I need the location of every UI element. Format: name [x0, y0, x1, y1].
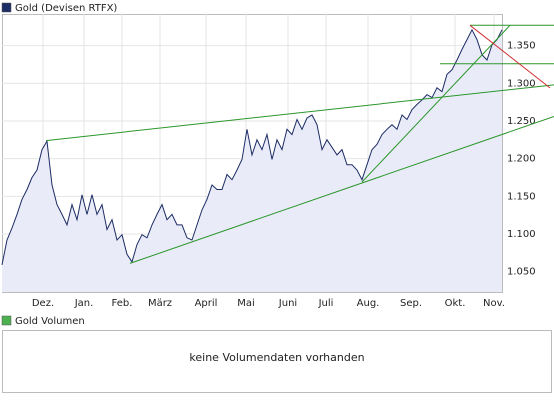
legend-swatch	[1, 2, 12, 13]
x-tick-label: Nov.	[483, 298, 505, 309]
x-tick-label: Mai	[237, 298, 255, 309]
y-tick-label: 1.350	[507, 41, 536, 52]
y-tick-label: 1.250	[507, 116, 536, 127]
x-tick-label: Juli	[318, 298, 334, 309]
y-tick-label: 1.300	[507, 78, 536, 89]
y-tick-label: 1.200	[507, 154, 536, 165]
trendline	[45, 84, 554, 142]
x-tick-label: April	[195, 298, 218, 309]
x-tick-label: Sep.	[400, 298, 422, 309]
price-line	[1, 28, 503, 265]
x-tick-label: Dez.	[32, 298, 54, 309]
legend-label: Gold (Devisen RTFX)	[15, 3, 117, 14]
x-tick-label: März	[148, 298, 172, 309]
x-tick-label: Feb.	[112, 298, 133, 309]
price-area	[2, 29, 502, 293]
no-data-message: keine Volumendaten vorhanden	[189, 351, 364, 364]
trendline	[129, 115, 554, 264]
volume-panel	[2, 330, 552, 393]
x-tick-label: Okt.	[445, 298, 466, 309]
x-tick-label: Juni	[278, 298, 297, 309]
trendline	[361, 24, 511, 183]
legend-swatch	[1, 315, 12, 326]
y-tick-label: 1.100	[507, 229, 536, 240]
y-tick-label: 1.050	[507, 267, 536, 278]
trendline	[469, 24, 551, 89]
trendlines	[45, 24, 554, 264]
x-tick-label: Aug.	[357, 298, 380, 309]
legend-label: Gold Volumen	[15, 316, 85, 327]
y-tick-label: 1.150	[507, 191, 536, 202]
x-tick-label: Jan.	[74, 298, 94, 309]
